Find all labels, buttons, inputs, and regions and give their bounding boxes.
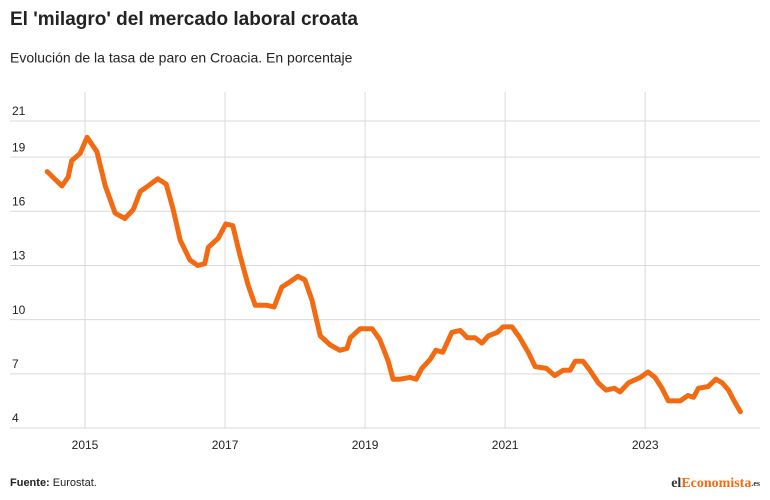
x-tick-label: 2023: [632, 438, 659, 452]
y-tick-label: 10: [12, 303, 26, 317]
source: Fuente: Eurostat.: [10, 477, 97, 489]
logo-part: el: [671, 476, 681, 491]
source-text: Eurostat.: [53, 477, 97, 489]
x-tick-label: 2019: [352, 438, 379, 452]
y-tick-label: 13: [12, 249, 26, 263]
chart-title: El 'milagro' del mercado laboral croata: [10, 9, 358, 30]
y-tick-label: 7: [12, 357, 19, 371]
chart-subtitle: Evolución de la tasa de paro en Croacia.…: [10, 50, 353, 66]
y-tick-label: 16: [12, 194, 26, 208]
y-tick-label: 4: [12, 411, 19, 425]
y-tick-label: 21: [12, 104, 26, 118]
x-tick-label: 2017: [212, 438, 239, 452]
data-line: [44, 134, 743, 415]
logo: elEconomista.es: [671, 476, 760, 491]
x-tick-label: 2021: [492, 438, 519, 452]
logo-part: .es: [751, 479, 760, 488]
x-tick-label: 2015: [72, 438, 99, 452]
source-label: Fuente:: [10, 477, 50, 489]
y-tick-label: 19: [12, 140, 26, 154]
logo-part: Economista: [681, 476, 751, 491]
